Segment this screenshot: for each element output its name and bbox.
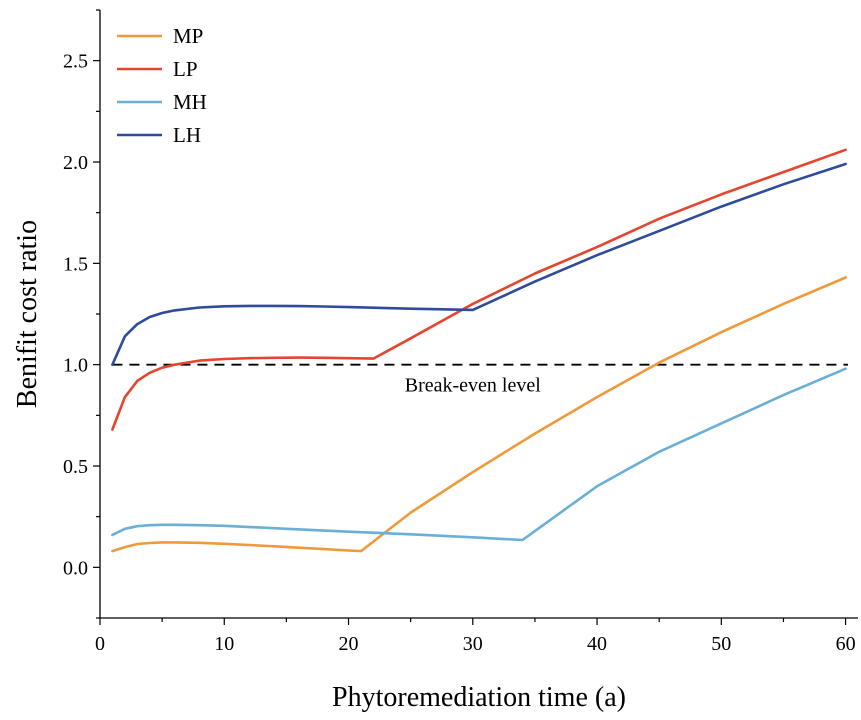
y-tick-label: 2.5 bbox=[63, 51, 88, 73]
legend-label-lp: LP bbox=[173, 57, 198, 81]
series-line-mp bbox=[111, 276, 847, 553]
series-line-lp bbox=[111, 148, 847, 431]
x-tick-label: 30 bbox=[463, 633, 483, 655]
y-tick-label: 0.5 bbox=[63, 456, 88, 478]
legend-label-lh: LH bbox=[173, 123, 201, 147]
x-tick-label: 50 bbox=[711, 633, 731, 655]
series-group bbox=[111, 148, 847, 553]
x-tick-label: 20 bbox=[339, 633, 359, 655]
y-tick-label: 2.0 bbox=[63, 152, 88, 174]
break-even-label: Break-even level bbox=[405, 375, 541, 397]
legend-label-mh: MH bbox=[173, 90, 207, 114]
x-axis-title: Phytoremediation time (a) bbox=[332, 682, 626, 713]
legend-label-mp: MP bbox=[173, 24, 203, 48]
y-axis-title: Benifit cost ratio bbox=[12, 220, 43, 408]
x-tick-label: 0 bbox=[95, 633, 105, 655]
series-line-mh bbox=[111, 367, 847, 542]
y-tick-label: 0.0 bbox=[63, 557, 88, 579]
x-tick-label: 60 bbox=[836, 633, 856, 655]
axes: 0 10 20 30 40 50 60 0.0 0.5 1.0 1.5 2.0 2.5 bbox=[63, 9, 858, 655]
y-tick-label: 1.5 bbox=[63, 253, 88, 275]
series-line-lh bbox=[111, 162, 847, 367]
x-tick-label: 10 bbox=[214, 633, 234, 655]
y-tick-label: 1.0 bbox=[63, 355, 88, 377]
x-tick-label: 40 bbox=[587, 633, 607, 655]
legend: MP LP MH LH bbox=[117, 24, 207, 147]
